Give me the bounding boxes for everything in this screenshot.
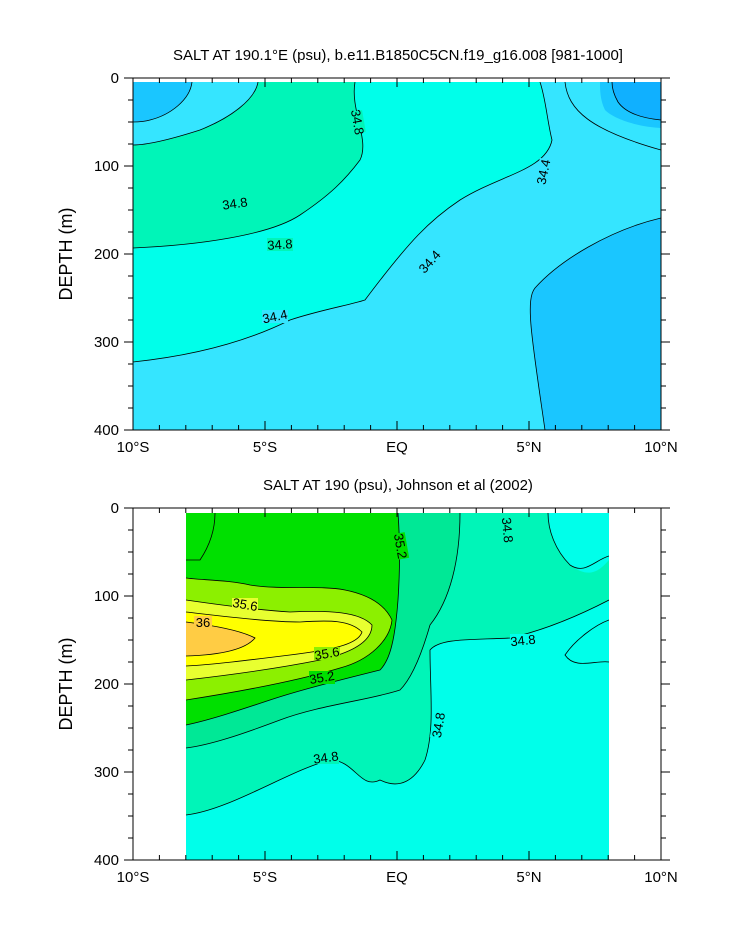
fill-36.0-band: [186, 622, 255, 656]
x-tick-label: 5°N: [516, 869, 541, 886]
fill-35.2-top-left: [186, 513, 215, 560]
x-tick-label: 10°S: [117, 869, 150, 886]
bottom-contour-field: [186, 513, 609, 860]
contour-label-35.2: 35.2: [308, 668, 336, 687]
top-panel: SALT AT 190.1°E (psu), b.e11.B1850C5CN.f…: [56, 47, 678, 456]
fill-34.2-deep: [530, 218, 661, 430]
top-contour-line: [529, 217, 661, 430]
label-bg: [222, 197, 248, 210]
y-tick-label: 200: [94, 676, 119, 693]
bottom-contour-line: [186, 611, 363, 667]
x-tick-label: EQ: [386, 869, 408, 886]
y-tick-label: 300: [94, 764, 119, 781]
label-bg: [510, 634, 536, 647]
x-tick-label: 10°S: [117, 439, 150, 456]
x-tick-label: 5°S: [253, 869, 277, 886]
bottom-contour-line: [186, 513, 461, 749]
fill-34.2-left: [133, 82, 192, 122]
contour-label-34.8: 34.8: [499, 517, 516, 544]
label-bg: [534, 157, 553, 186]
bottom-axes: 10°S 5°S EQ 5°N 10°N 0 100 200 300 400: [94, 500, 678, 886]
bottom-contour-labels: 34.8 35.2 35.6 36 35.6 35.2 34.8 34.8 34…: [194, 516, 537, 767]
label-bg: [262, 310, 288, 323]
bottom-contour-line: [547, 513, 609, 569]
contour-label-35.2: 35.2: [391, 532, 410, 560]
bottom-contour-line: [186, 513, 400, 726]
contour-label-36: 36: [196, 615, 210, 630]
label-bg: [349, 110, 366, 135]
x-tick-label: 5°S: [253, 439, 277, 456]
contour-label-34.8: 34.8: [348, 108, 367, 136]
contour-label-34.8: 34.8: [429, 711, 448, 739]
top-contour-line: [133, 82, 259, 146]
y-tick-label: 200: [94, 246, 119, 263]
contour-label-34.8: 34.8: [312, 748, 339, 766]
bottom-y-axis-title: DEPTH (m): [56, 638, 76, 731]
bottom-contour-line: [564, 619, 609, 664]
label-bg: [314, 647, 340, 660]
bottom-chart-title: SALT AT 190 (psu), Johnson et al (2002): [263, 477, 533, 494]
contour-label-34.4: 34.4: [534, 158, 554, 186]
label-bg: [267, 238, 293, 251]
label-bg: [313, 751, 339, 764]
x-tick-label: EQ: [386, 439, 408, 456]
top-contour-line: [611, 82, 661, 121]
top-axes: 10°S 5°S EQ 5°N 10°N 0 100 200 300 400: [94, 70, 678, 456]
y-tick-label: 0: [111, 70, 119, 87]
top-contour-labels: 34.8 34.8 34.8 34.4 34.4 34.4: [221, 108, 553, 326]
top-chart-title: SALT AT 190.1°E (psu), b.e11.B1850C5CN.f…: [173, 47, 623, 64]
contour-label-34.4: 34.4: [261, 307, 289, 327]
label-bg: [416, 247, 444, 276]
x-tick-label: 10°N: [644, 439, 678, 456]
contour-label-34.8: 34.8: [267, 236, 293, 253]
contour-label-34.8: 34.8: [510, 632, 537, 650]
bottom-contour-lines: [186, 513, 609, 816]
label-bg: [194, 616, 212, 629]
label-bg: [309, 671, 335, 684]
top-contour-line: [564, 82, 661, 151]
bottom-contour-line: [186, 577, 393, 701]
y-tick-label: 100: [94, 588, 119, 605]
x-tick-label: 5°N: [516, 439, 541, 456]
top-contour-line: [133, 82, 553, 363]
y-tick-label: 400: [94, 422, 119, 439]
bottom-panel: SALT AT 190 (psu), Johnson et al (2002): [56, 477, 678, 886]
fill-34.0-right: [612, 82, 661, 120]
y-tick-label: 100: [94, 158, 119, 175]
y-tick-label: 300: [94, 334, 119, 351]
fill-34.6-top-right: [548, 513, 609, 569]
top-y-axis-title: DEPTH (m): [56, 208, 76, 301]
label-bg: [232, 598, 258, 611]
fill-34.6-lobe: [565, 620, 609, 664]
y-tick-label: 400: [94, 852, 119, 869]
bottom-contour-line: [186, 513, 216, 561]
label-bg: [500, 516, 517, 544]
fill-35.8-band: [186, 612, 362, 666]
label-bg: [429, 711, 448, 740]
top-contour-field: [133, 82, 661, 430]
x-tick-label: 10°N: [644, 869, 678, 886]
contour-label-34.8: 34.8: [221, 194, 248, 212]
contour-label-35.6: 35.6: [313, 644, 341, 663]
top-contour-line: [133, 82, 193, 123]
y-tick-label: 0: [111, 500, 119, 517]
label-bg: [391, 532, 410, 561]
contour-label-35.6: 35.6: [231, 595, 259, 614]
